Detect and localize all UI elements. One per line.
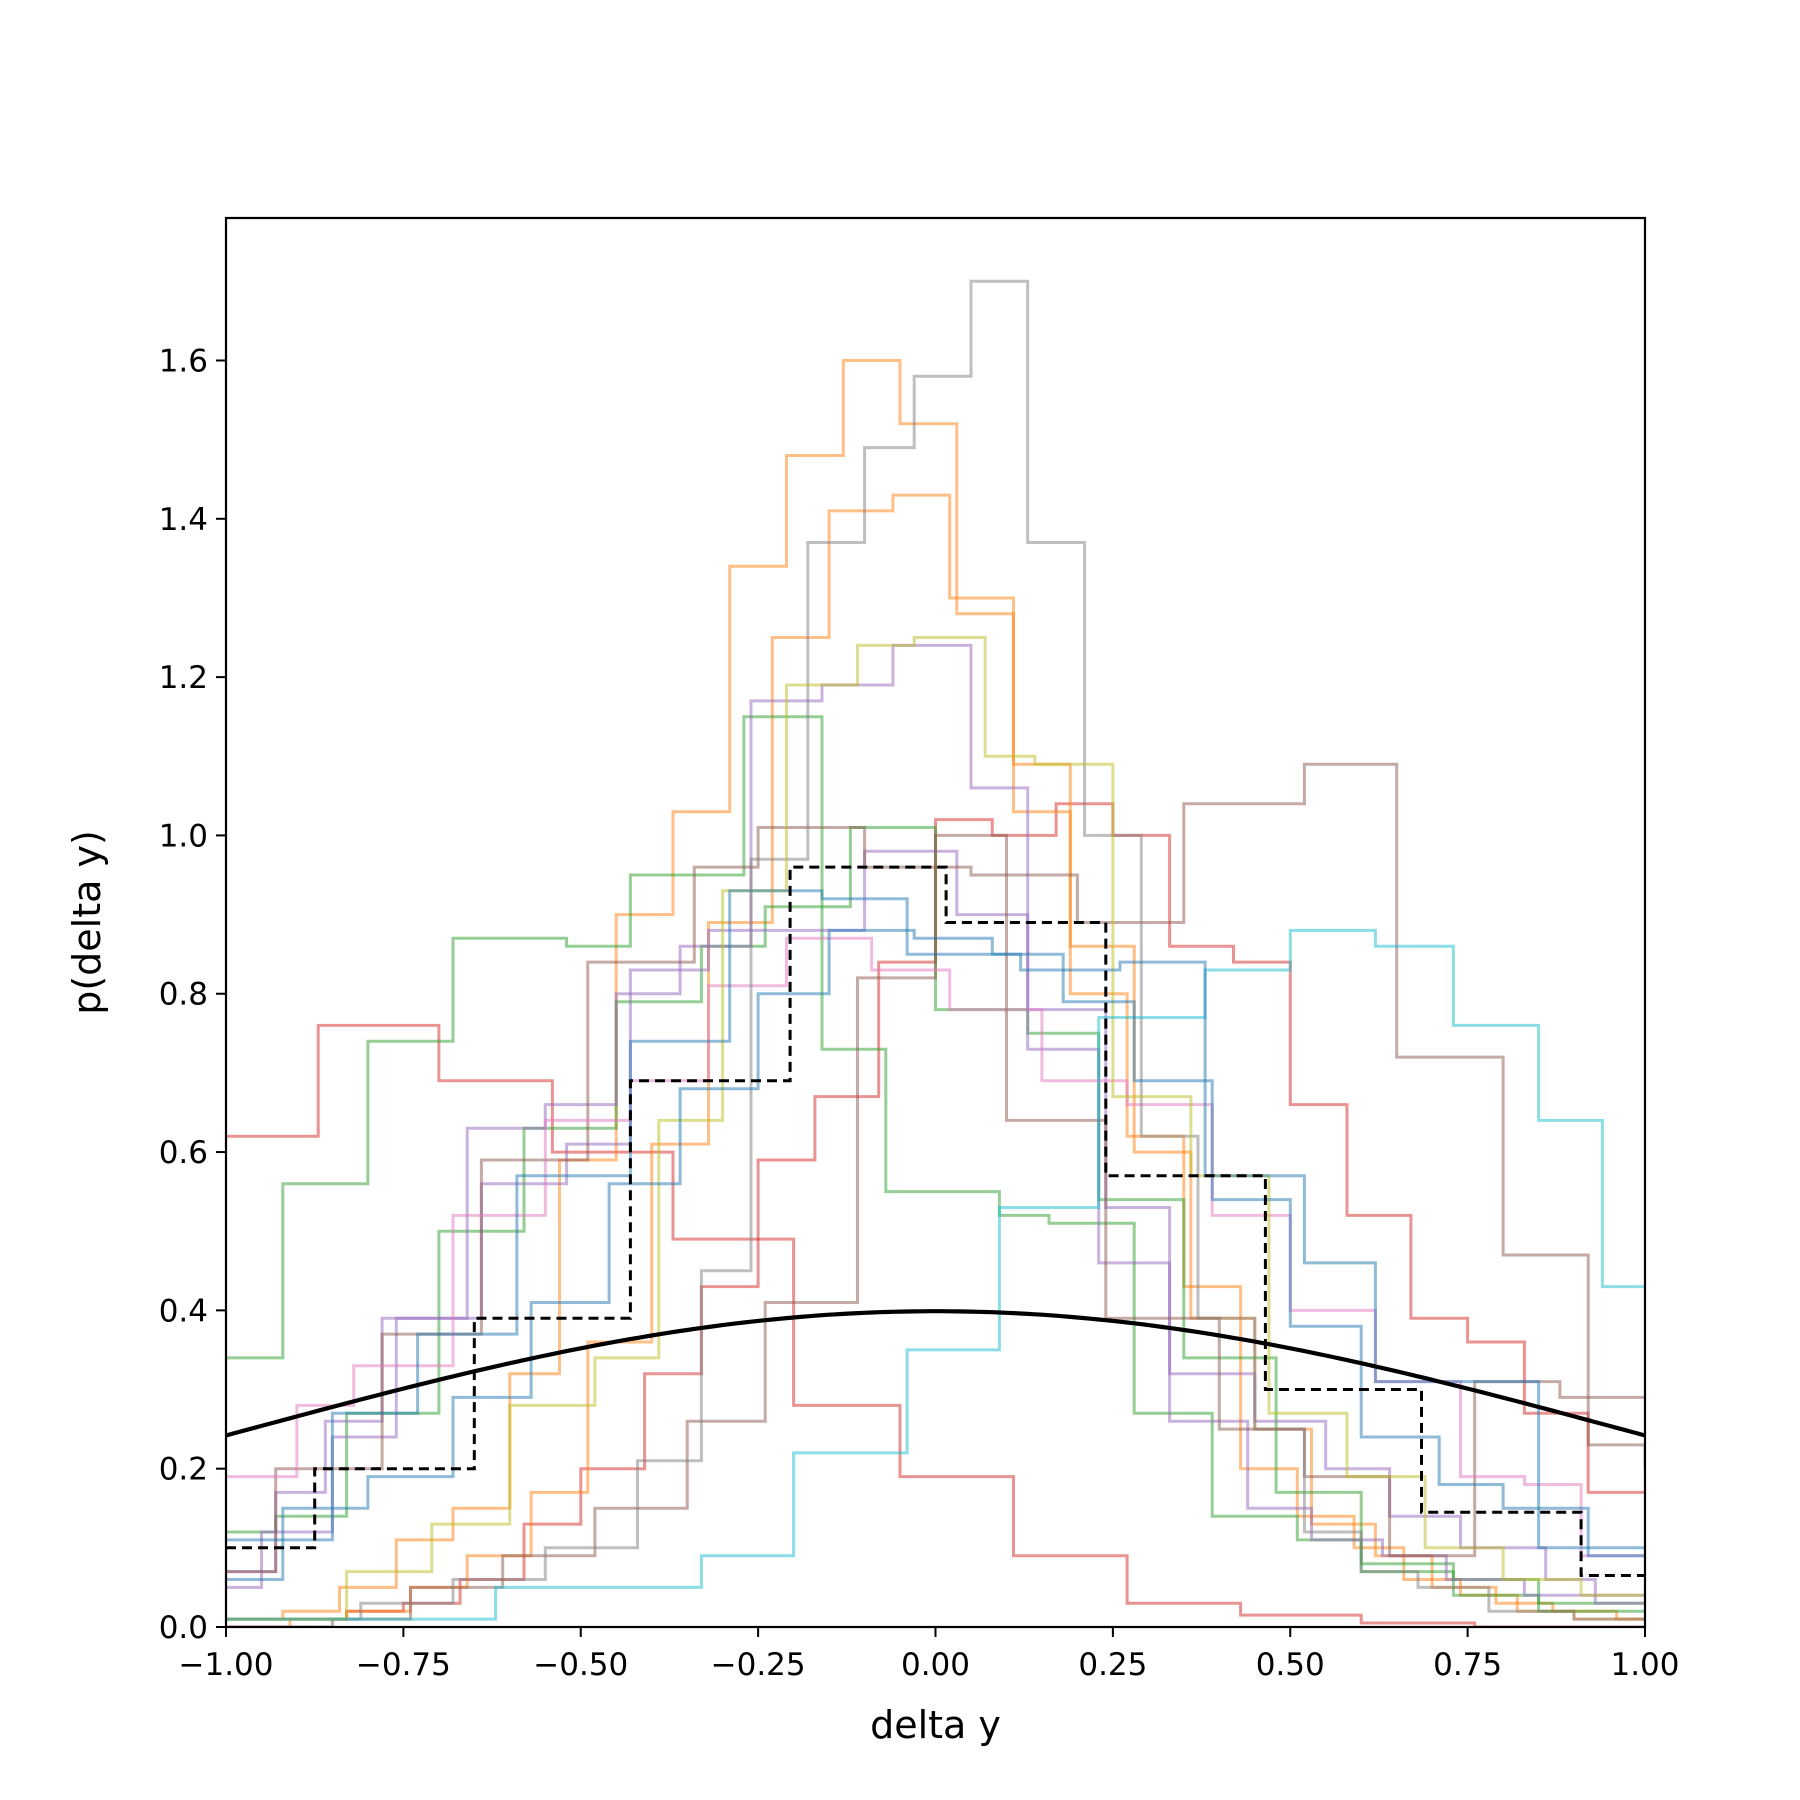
y-tick-label: 1.2 bbox=[159, 660, 208, 696]
y-tick-label: 0.6 bbox=[159, 1135, 208, 1171]
gaussian-reference-curve bbox=[226, 1309, 1645, 1438]
x-tick-label: −0.50 bbox=[533, 1647, 628, 1683]
plot-area bbox=[226, 279, 1645, 1627]
x-tick-label: 0.25 bbox=[1078, 1647, 1147, 1683]
y-tick-label: 0.0 bbox=[159, 1610, 208, 1646]
histogram-series-10 bbox=[226, 833, 1645, 1627]
series-layer bbox=[226, 279, 1645, 1627]
y-tick-label: 0.2 bbox=[159, 1452, 208, 1488]
y-tick-label: 1.6 bbox=[159, 343, 208, 379]
histogram-series-13 bbox=[226, 636, 1645, 1621]
histogram-series-16 bbox=[226, 928, 1645, 1581]
histogram-series-14 bbox=[226, 928, 1645, 1621]
histogram-series-1 bbox=[226, 1023, 1645, 1627]
y-tick-label: 1.0 bbox=[159, 818, 208, 854]
aggregate-layer bbox=[226, 865, 1645, 1577]
histogram-series-4 bbox=[226, 493, 1645, 1627]
x-tick-label: −0.25 bbox=[711, 1647, 806, 1683]
x-tick-label: −0.75 bbox=[356, 1647, 451, 1683]
gaussian-layer bbox=[226, 1309, 1645, 1438]
x-tick-label: 1.00 bbox=[1610, 1647, 1679, 1683]
y-axis-label: p(delta y) bbox=[65, 830, 109, 1015]
x-tick-label: 0.75 bbox=[1433, 1647, 1502, 1683]
histogram-series-15 bbox=[226, 889, 1645, 1550]
x-axis-label: delta y bbox=[870, 1703, 1001, 1747]
y-tick-label: 1.4 bbox=[159, 502, 208, 538]
aggregate-histogram bbox=[226, 865, 1645, 1577]
x-tick-label: −1.00 bbox=[179, 1647, 274, 1683]
histogram-series-3 bbox=[226, 359, 1645, 1621]
histogram-series-6 bbox=[226, 826, 1645, 1605]
x-tick-label: 0.50 bbox=[1256, 1647, 1325, 1683]
histogram-series-11 bbox=[226, 936, 1645, 1558]
x-tick-label: 0.00 bbox=[901, 1647, 970, 1683]
histogram-series-8 bbox=[226, 849, 1645, 1597]
y-axis-ticks: 0.0 0.2 0.4 0.6 0.8 1.0 1.2 1.4 1.6 bbox=[159, 343, 226, 1646]
histogram-series-12 bbox=[226, 279, 1645, 1621]
y-tick-label: 0.8 bbox=[159, 977, 208, 1013]
y-tick-label: 0.4 bbox=[159, 1293, 208, 1329]
x-axis-ticks: −1.00 −0.75 −0.50 −0.25 0.00 0.25 0.50 0.75 1.00 bbox=[179, 1627, 1680, 1683]
